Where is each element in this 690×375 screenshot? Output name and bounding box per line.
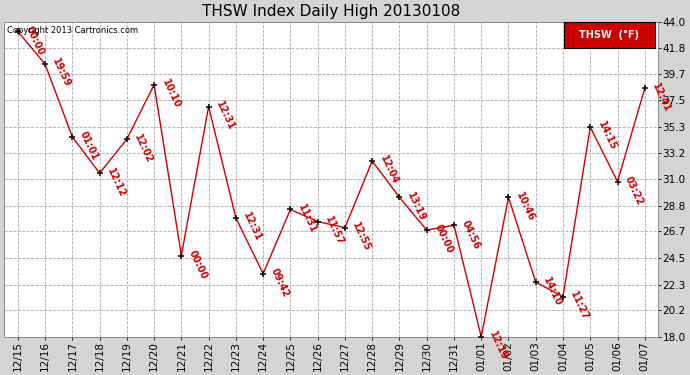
- Text: 12:41: 12:41: [651, 81, 673, 114]
- Text: 09:42: 09:42: [268, 267, 291, 299]
- Text: 12:55: 12:55: [351, 220, 373, 253]
- Text: Copyright 2013 Cartronics.com: Copyright 2013 Cartronics.com: [8, 27, 139, 36]
- Text: 12:02: 12:02: [132, 132, 155, 165]
- Text: 19:59: 19:59: [50, 57, 72, 89]
- Text: 12:12: 12:12: [105, 166, 127, 198]
- Text: 00:00: 00:00: [432, 223, 455, 255]
- Text: 12:31: 12:31: [214, 99, 237, 132]
- Text: 12:31: 12:31: [241, 211, 264, 243]
- Text: 03:22: 03:22: [623, 175, 645, 207]
- Text: 13:19: 13:19: [405, 190, 427, 223]
- Text: 10:10: 10:10: [159, 78, 182, 110]
- Text: 12:19: 12:19: [486, 330, 509, 362]
- Text: 12:04: 12:04: [377, 154, 400, 186]
- Text: 14:15: 14:15: [596, 120, 618, 152]
- Text: 11:57: 11:57: [323, 214, 346, 247]
- Text: 00:00: 00:00: [23, 24, 46, 57]
- Text: 00:00: 00:00: [187, 249, 209, 281]
- Text: 11:27: 11:27: [569, 290, 591, 322]
- Text: 04:56: 04:56: [460, 218, 482, 250]
- Text: 11:31: 11:31: [296, 202, 318, 235]
- Title: THSW Index Daily High 20130108: THSW Index Daily High 20130108: [202, 4, 460, 19]
- Text: 01:01: 01:01: [78, 130, 100, 162]
- Text: 10:46: 10:46: [514, 190, 536, 223]
- Text: 14:10: 14:10: [541, 275, 564, 308]
